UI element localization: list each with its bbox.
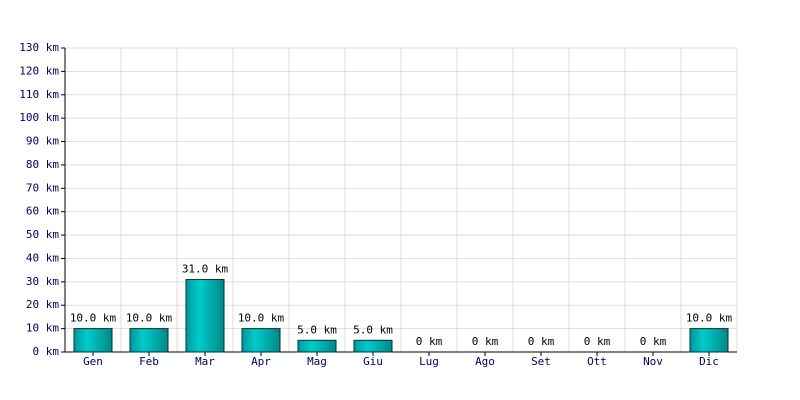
x-tick-label: Ott bbox=[587, 355, 607, 368]
y-tick-label: 70 km bbox=[26, 181, 59, 194]
y-tick-label: 30 km bbox=[26, 275, 59, 288]
y-tick-label: 50 km bbox=[26, 228, 59, 241]
y-tick-label: 10 km bbox=[26, 322, 59, 335]
value-label: 10.0 km bbox=[126, 312, 173, 325]
x-tick-label: Giu bbox=[363, 355, 383, 368]
x-tick-label: Nov bbox=[643, 355, 663, 368]
y-tick-label: 130 km bbox=[19, 41, 59, 54]
y-tick-label: 110 km bbox=[19, 88, 59, 101]
y-tick-label: 60 km bbox=[26, 205, 59, 218]
value-label: 10.0 km bbox=[686, 312, 733, 325]
value-label: 0 km bbox=[640, 335, 667, 348]
bar bbox=[297, 339, 337, 353]
x-tick-label: Mag bbox=[307, 355, 327, 368]
value-label: 0 km bbox=[528, 335, 555, 348]
y-tick-label: 0 km bbox=[33, 345, 60, 358]
bar bbox=[689, 328, 729, 353]
y-tick-label: 100 km bbox=[19, 111, 59, 124]
x-tick-label: Mar bbox=[195, 355, 215, 368]
x-tick-label: Feb bbox=[139, 355, 159, 368]
value-label: 5.0 km bbox=[297, 323, 337, 336]
y-tick-label: 120 km bbox=[19, 64, 59, 77]
x-tick-label: Ago bbox=[475, 355, 495, 368]
y-tick-label: 20 km bbox=[26, 298, 59, 311]
bar bbox=[353, 339, 393, 353]
value-label: 0 km bbox=[584, 335, 611, 348]
value-label: 0 km bbox=[472, 335, 499, 348]
value-label: 10.0 km bbox=[70, 312, 117, 325]
value-label: 10.0 km bbox=[238, 312, 285, 325]
bar bbox=[185, 279, 225, 353]
y-tick-label: 90 km bbox=[26, 135, 59, 148]
x-tick-label: Set bbox=[531, 355, 551, 368]
x-tick-label: Gen bbox=[83, 355, 103, 368]
value-label: 31.0 km bbox=[182, 263, 229, 276]
x-tick-label: Apr bbox=[251, 355, 271, 368]
value-label: 0 km bbox=[416, 335, 443, 348]
x-tick-label: Lug bbox=[419, 355, 439, 368]
y-tick-label: 80 km bbox=[26, 158, 59, 171]
y-tick-label: 40 km bbox=[26, 251, 59, 264]
x-tick-label: Dic bbox=[699, 355, 719, 368]
bar bbox=[73, 328, 113, 353]
value-label: 5.0 km bbox=[353, 323, 393, 336]
bar bbox=[241, 328, 281, 353]
bar bbox=[129, 328, 169, 353]
